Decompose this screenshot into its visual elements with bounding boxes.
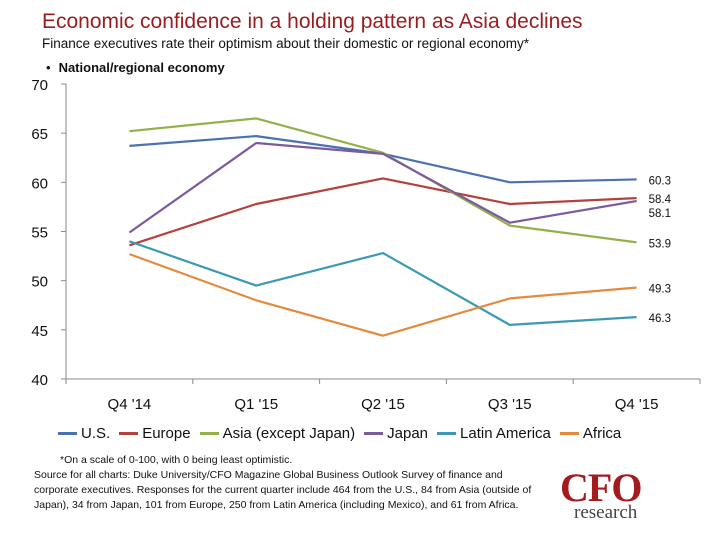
legend-label: Japan	[387, 425, 429, 442]
series-line-latin-america	[129, 240, 637, 326]
y-tick-label: 50	[31, 274, 48, 291]
section-label-text: National/regional economy	[58, 60, 225, 75]
legend-swatch	[58, 432, 77, 435]
legend-swatch	[364, 432, 384, 435]
legend-item-latin-america: Latin America	[437, 425, 551, 442]
x-tick-label: Q4 '15	[615, 396, 659, 413]
legend-item-europe: Europe	[119, 425, 191, 442]
y-tick-label: 65	[31, 126, 48, 143]
logo-cfo-text: CFO	[560, 465, 642, 510]
legend-label: Europe	[142, 425, 191, 442]
cfo-research-logo: CFO research	[560, 465, 660, 523]
legend-item-africa: Africa	[559, 425, 622, 442]
bullet-dot-icon: •	[46, 60, 51, 75]
y-tick-label: 55	[31, 225, 48, 242]
data-label-asia-except-japan: 53.9	[649, 238, 671, 250]
data-label-africa: 49.3	[649, 284, 671, 296]
data-label-japan: 58.1	[649, 208, 671, 220]
legend-item-u-s: U.S.	[58, 425, 110, 442]
footnote: *On a scale of 0-100, with 0 being least…	[34, 453, 534, 513]
section-label: • National/regional economy	[46, 60, 225, 75]
x-tick-label: Q4 '14	[108, 396, 152, 413]
legend-label: U.S.	[81, 425, 111, 442]
series-line-africa	[129, 253, 637, 337]
chart-title: Economic confidence in a holding pattern…	[42, 10, 583, 33]
legend-swatch	[199, 432, 219, 435]
legend-item-japan: Japan	[364, 425, 428, 442]
legend-label: Africa	[582, 425, 622, 442]
data-label-europe: 58.4	[649, 194, 672, 206]
y-tick-label: 45	[31, 323, 48, 340]
legend-label: Asia (except Japan)	[222, 425, 356, 442]
x-tick-label: Q3 '15	[488, 396, 532, 413]
legend-swatch	[119, 432, 139, 435]
legend-swatch	[559, 432, 579, 435]
legend-label: Latin America	[460, 425, 551, 442]
series-line-europe	[129, 177, 637, 247]
y-tick-label: 70	[31, 77, 48, 94]
y-tick-label: 40	[31, 372, 48, 389]
chart-subtitle: Finance executives rate their optimism a…	[42, 36, 529, 51]
scale-note: *On a scale of 0-100, with 0 being least…	[60, 454, 293, 466]
chart-legend: U.S. Europe Asia (except Japan) Japan Latin …	[58, 425, 630, 442]
source-note: Source for all charts: Duke University/C…	[34, 469, 532, 511]
logo-research-text: research	[574, 502, 638, 523]
data-label-latin-america: 46.3	[649, 313, 671, 325]
legend-item-asia-except-japan: Asia (except Japan)	[199, 425, 356, 442]
legend-swatch	[437, 432, 457, 435]
y-tick-label: 60	[31, 175, 48, 192]
data-label-u-s: 60.3	[649, 175, 671, 187]
x-tick-label: Q2 '15	[361, 396, 405, 413]
series-line-u-s	[129, 135, 637, 184]
series-line-japan	[128, 141, 637, 234]
x-tick-label: Q1 '15	[234, 396, 278, 413]
